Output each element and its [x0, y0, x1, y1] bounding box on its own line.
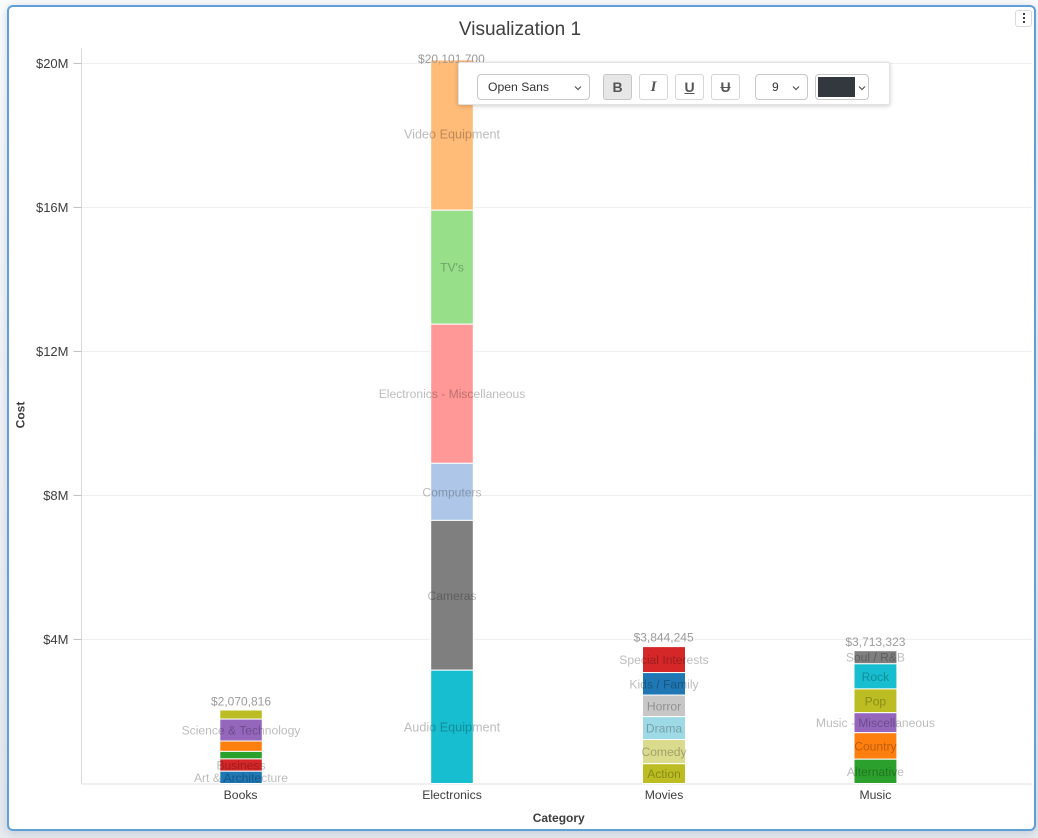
svg-text:Comedy: Comedy: [641, 745, 687, 759]
svg-text:$16M: $16M: [36, 200, 69, 215]
svg-text:Movies: Movies: [645, 788, 684, 802]
svg-text:Business: Business: [216, 759, 265, 773]
svg-text:Country: Country: [854, 739, 897, 753]
svg-text:Pop: Pop: [865, 694, 887, 708]
svg-text:Horror: Horror: [647, 699, 681, 713]
svg-text:Cost: Cost: [14, 402, 28, 429]
svg-text:$12M: $12M: [36, 344, 69, 359]
svg-text:Science & Technology: Science & Technology: [182, 724, 302, 738]
svg-text:Music: Music: [859, 788, 891, 802]
svg-text:$3,844,245: $3,844,245: [634, 631, 694, 645]
svg-text:Action: Action: [647, 767, 681, 781]
svg-text:$3,713,323: $3,713,323: [845, 635, 905, 649]
svg-text:Alternative: Alternative: [847, 765, 904, 779]
svg-text:Computers: Computers: [422, 485, 481, 499]
svg-text:TV's: TV's: [440, 261, 464, 275]
svg-text:Electronics: Electronics: [422, 788, 482, 802]
svg-text:$20M: $20M: [36, 56, 69, 71]
svg-text:Rock: Rock: [862, 670, 891, 684]
svg-text:Audio Equipment: Audio Equipment: [404, 720, 501, 734]
svg-text:Category: Category: [533, 811, 585, 825]
svg-text:Soul / R&B: Soul / R&B: [846, 651, 905, 665]
svg-text:$2,070,816: $2,070,816: [211, 694, 271, 708]
svg-text:$8M: $8M: [43, 488, 68, 503]
svg-text:Video Equipment: Video Equipment: [404, 128, 501, 142]
svg-text:Art & Architecture: Art & Architecture: [194, 771, 288, 785]
svg-text:Books: Books: [224, 788, 258, 802]
svg-text:$4M: $4M: [43, 632, 68, 647]
svg-text:Cameras: Cameras: [427, 589, 476, 603]
svg-text:Drama: Drama: [646, 722, 683, 736]
svg-text:Kids / Family: Kids / Family: [629, 677, 699, 691]
svg-text:Electronics - Miscellaneous: Electronics - Miscellaneous: [379, 387, 526, 401]
svg-text:Visualization 1: Visualization 1: [459, 19, 581, 40]
svg-text:Music - Miscellaneous: Music - Miscellaneous: [816, 716, 935, 730]
svg-text:Special Interests: Special Interests: [619, 653, 708, 667]
